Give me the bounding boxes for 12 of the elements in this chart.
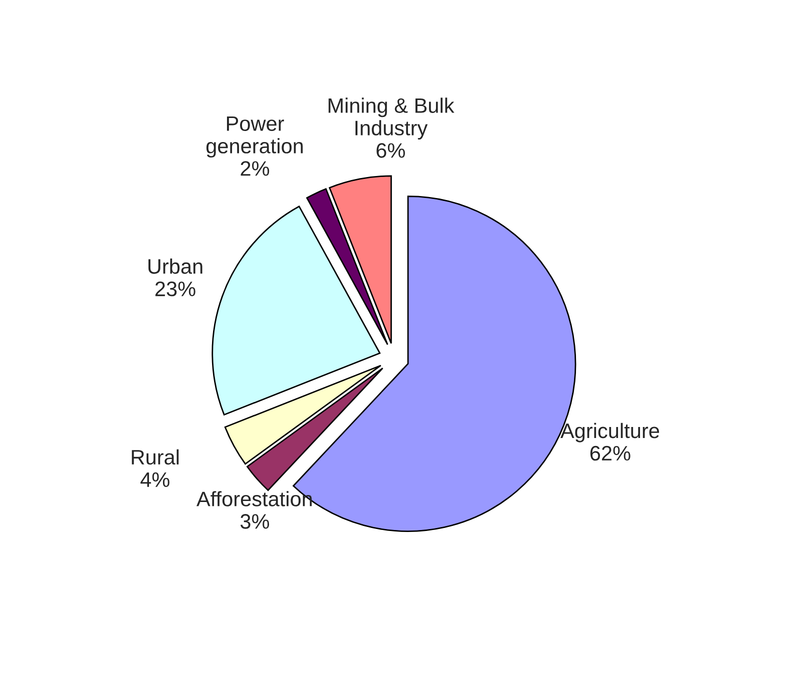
slice-label: Urban: [148, 258, 202, 274]
slice-label: Agriculture: [560, 422, 660, 442]
data-label: 3%: [240, 514, 270, 529]
data-label: 4%: [140, 472, 170, 487]
slice-label: Afforestation: [196, 491, 312, 506]
slice-label: Rural: [132, 449, 179, 465]
data-label: 62%: [590, 446, 630, 461]
slice-label: Power generation: [206, 116, 303, 158]
data-label: 23%: [155, 282, 196, 296]
data-label: 6%: [376, 143, 405, 158]
slice-label: Mining & Bulk Industry: [328, 98, 454, 140]
data-label: 2%: [240, 161, 270, 176]
